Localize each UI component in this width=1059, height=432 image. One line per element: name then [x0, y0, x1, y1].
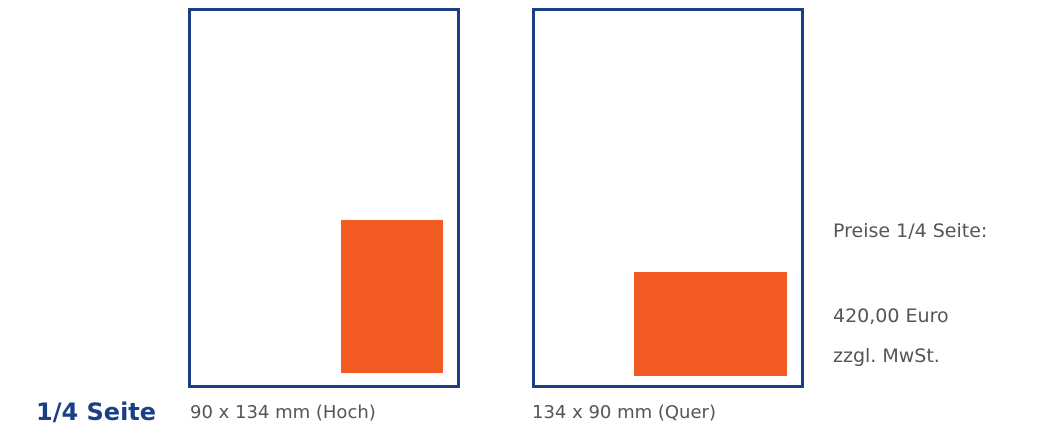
page-frame-landscape — [532, 8, 804, 388]
price-amount: 420,00 Euro — [833, 305, 949, 327]
caption-landscape: 134 x 90 mm (Quer) — [532, 402, 716, 423]
format-title: 1/4 Seite — [36, 398, 157, 426]
page-frame-portrait — [188, 8, 460, 388]
ad-area-landscape — [634, 272, 787, 376]
price-tax-note: zzgl. MwSt. — [833, 345, 940, 367]
ad-area-portrait — [341, 220, 443, 373]
price-heading: Preise 1/4 Seite: — [833, 220, 988, 242]
caption-portrait: 90 x 134 mm (Hoch) — [190, 402, 376, 423]
